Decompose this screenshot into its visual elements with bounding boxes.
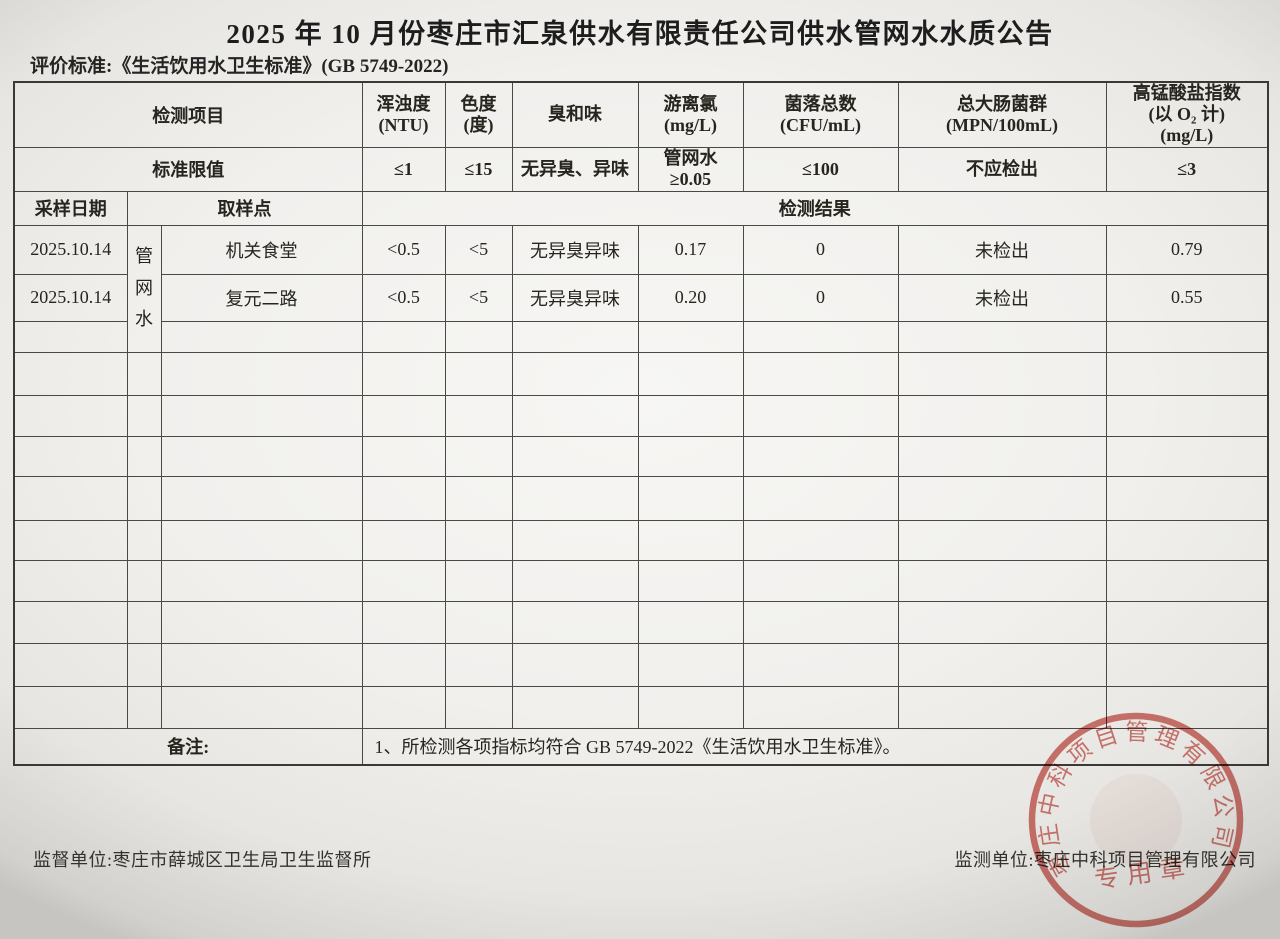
- header-row: 检测项目 浑浊度 (NTU) 色度 (度) 臭和味 游离氯 (mg/L) 菌落总…: [13, 81, 1269, 148]
- page-title: 2025 年 10 月份枣庄市汇泉供水有限责任公司供水管网水水质公告: [226, 19, 1054, 49]
- corner-label: 检测项目: [13, 81, 363, 148]
- cell-free-chlorine: 0.17: [637, 224, 744, 275]
- cell-coliform: 未检出: [897, 224, 1107, 275]
- cell-color: <5: [444, 273, 513, 322]
- limits-label: 标准限值: [13, 146, 363, 192]
- col-header-colony-count: 菌落总数 (CFU/mL): [742, 81, 899, 148]
- table-row-empty: [13, 600, 1269, 644]
- col-header-coliform: 总大肠菌群 (MPN/100mL): [897, 81, 1107, 148]
- limit-coliform: 不应检出: [897, 146, 1107, 192]
- limit-odor: 无异臭、异味: [511, 146, 639, 192]
- cell-colony-count: 0: [742, 224, 899, 275]
- evaluation-standard: 评价标准:《生活饮用水卫生标准》(GB 5749-2022): [30, 56, 449, 77]
- table-row: 2025.10.14 复元二路 <0.5 <5 无异臭异味 0.20 0 未检出…: [13, 273, 1269, 322]
- cell-coliform: 未检出: [897, 273, 1107, 322]
- col-header-free-chlorine: 游离氯 (mg/L): [637, 81, 744, 148]
- table-row-empty: [13, 435, 1269, 477]
- table-row-empty: [13, 475, 1269, 521]
- limit-permanganate: ≤3: [1105, 146, 1269, 192]
- col-header-turbidity: 浑浊度 (NTU): [361, 81, 446, 148]
- cell-turbidity: <0.5: [361, 273, 446, 322]
- table-row-empty: [13, 685, 1269, 729]
- cell-color: <5: [444, 224, 513, 275]
- table-row-empty: [13, 394, 1269, 437]
- water-quality-table: 检测项目 浑浊度 (NTU) 色度 (度) 臭和味 游离氯 (mg/L) 菌落总…: [13, 81, 1269, 767]
- cell-odor: 无异臭异味: [511, 224, 639, 275]
- cell-colony-count: 0: [742, 273, 899, 322]
- cell-date: 2025.10.14: [13, 273, 128, 322]
- cell-permanganate: 0.79: [1105, 224, 1269, 275]
- limit-colony-count: ≤100: [742, 146, 899, 192]
- supervisor-unit: 监督单位:枣庄市薛城区卫生局卫生监督所: [33, 850, 372, 870]
- monitor-unit: 监测单位:枣庄中科项目管理有限公司: [954, 850, 1256, 870]
- water-type-vertical-label: 管网水: [126, 224, 162, 353]
- limit-turbidity: ≤1: [361, 146, 446, 192]
- note-label: 备注:: [13, 727, 363, 766]
- point-label: 取样点: [126, 190, 363, 226]
- table-row-empty: [13, 320, 1269, 353]
- limits-row: 标准限值 ≤1 ≤15 无异臭、异味 管网水 ≥0.05 ≤100 不应检出 ≤…: [13, 146, 1269, 192]
- table-row-empty: [13, 642, 1269, 687]
- table-row-empty: [13, 351, 1269, 396]
- table-row-empty: [13, 519, 1269, 561]
- limit-free-chlorine: 管网水 ≥0.05: [637, 146, 744, 192]
- table-row: 2025.10.14 管网水 机关食堂 <0.5 <5 无异臭异味 0.17 0…: [13, 224, 1269, 353]
- cell-odor: 无异臭异味: [511, 273, 639, 322]
- result-label: 检测结果: [361, 190, 1269, 226]
- col-header-color: 色度 (度): [444, 81, 513, 148]
- note-row: 备注: 1、所检测各项指标均符合 GB 5749-2022《生活饮用水卫生标准》…: [13, 727, 1269, 766]
- col-header-permanganate: 高锰酸盐指数 (以 O₂ 计) (mg/L): [1105, 81, 1269, 148]
- cell-date: 2025.10.14: [13, 224, 128, 275]
- subheader-row: 采样日期 取样点 检测结果: [13, 190, 1269, 226]
- cell-point: 复元二路: [160, 273, 363, 322]
- table-row-empty: [13, 559, 1269, 602]
- cell-point: 机关食堂: [160, 224, 363, 275]
- col-header-odor: 臭和味: [511, 81, 639, 148]
- cell-free-chlorine: 0.20: [637, 273, 744, 322]
- note-text: 1、所检测各项指标均符合 GB 5749-2022《生活饮用水卫生标准》。: [361, 727, 1269, 766]
- cell-permanganate: 0.55: [1105, 273, 1269, 322]
- cell-turbidity: <0.5: [361, 224, 446, 275]
- limit-color: ≤15: [444, 146, 513, 192]
- date-label: 采样日期: [13, 190, 128, 226]
